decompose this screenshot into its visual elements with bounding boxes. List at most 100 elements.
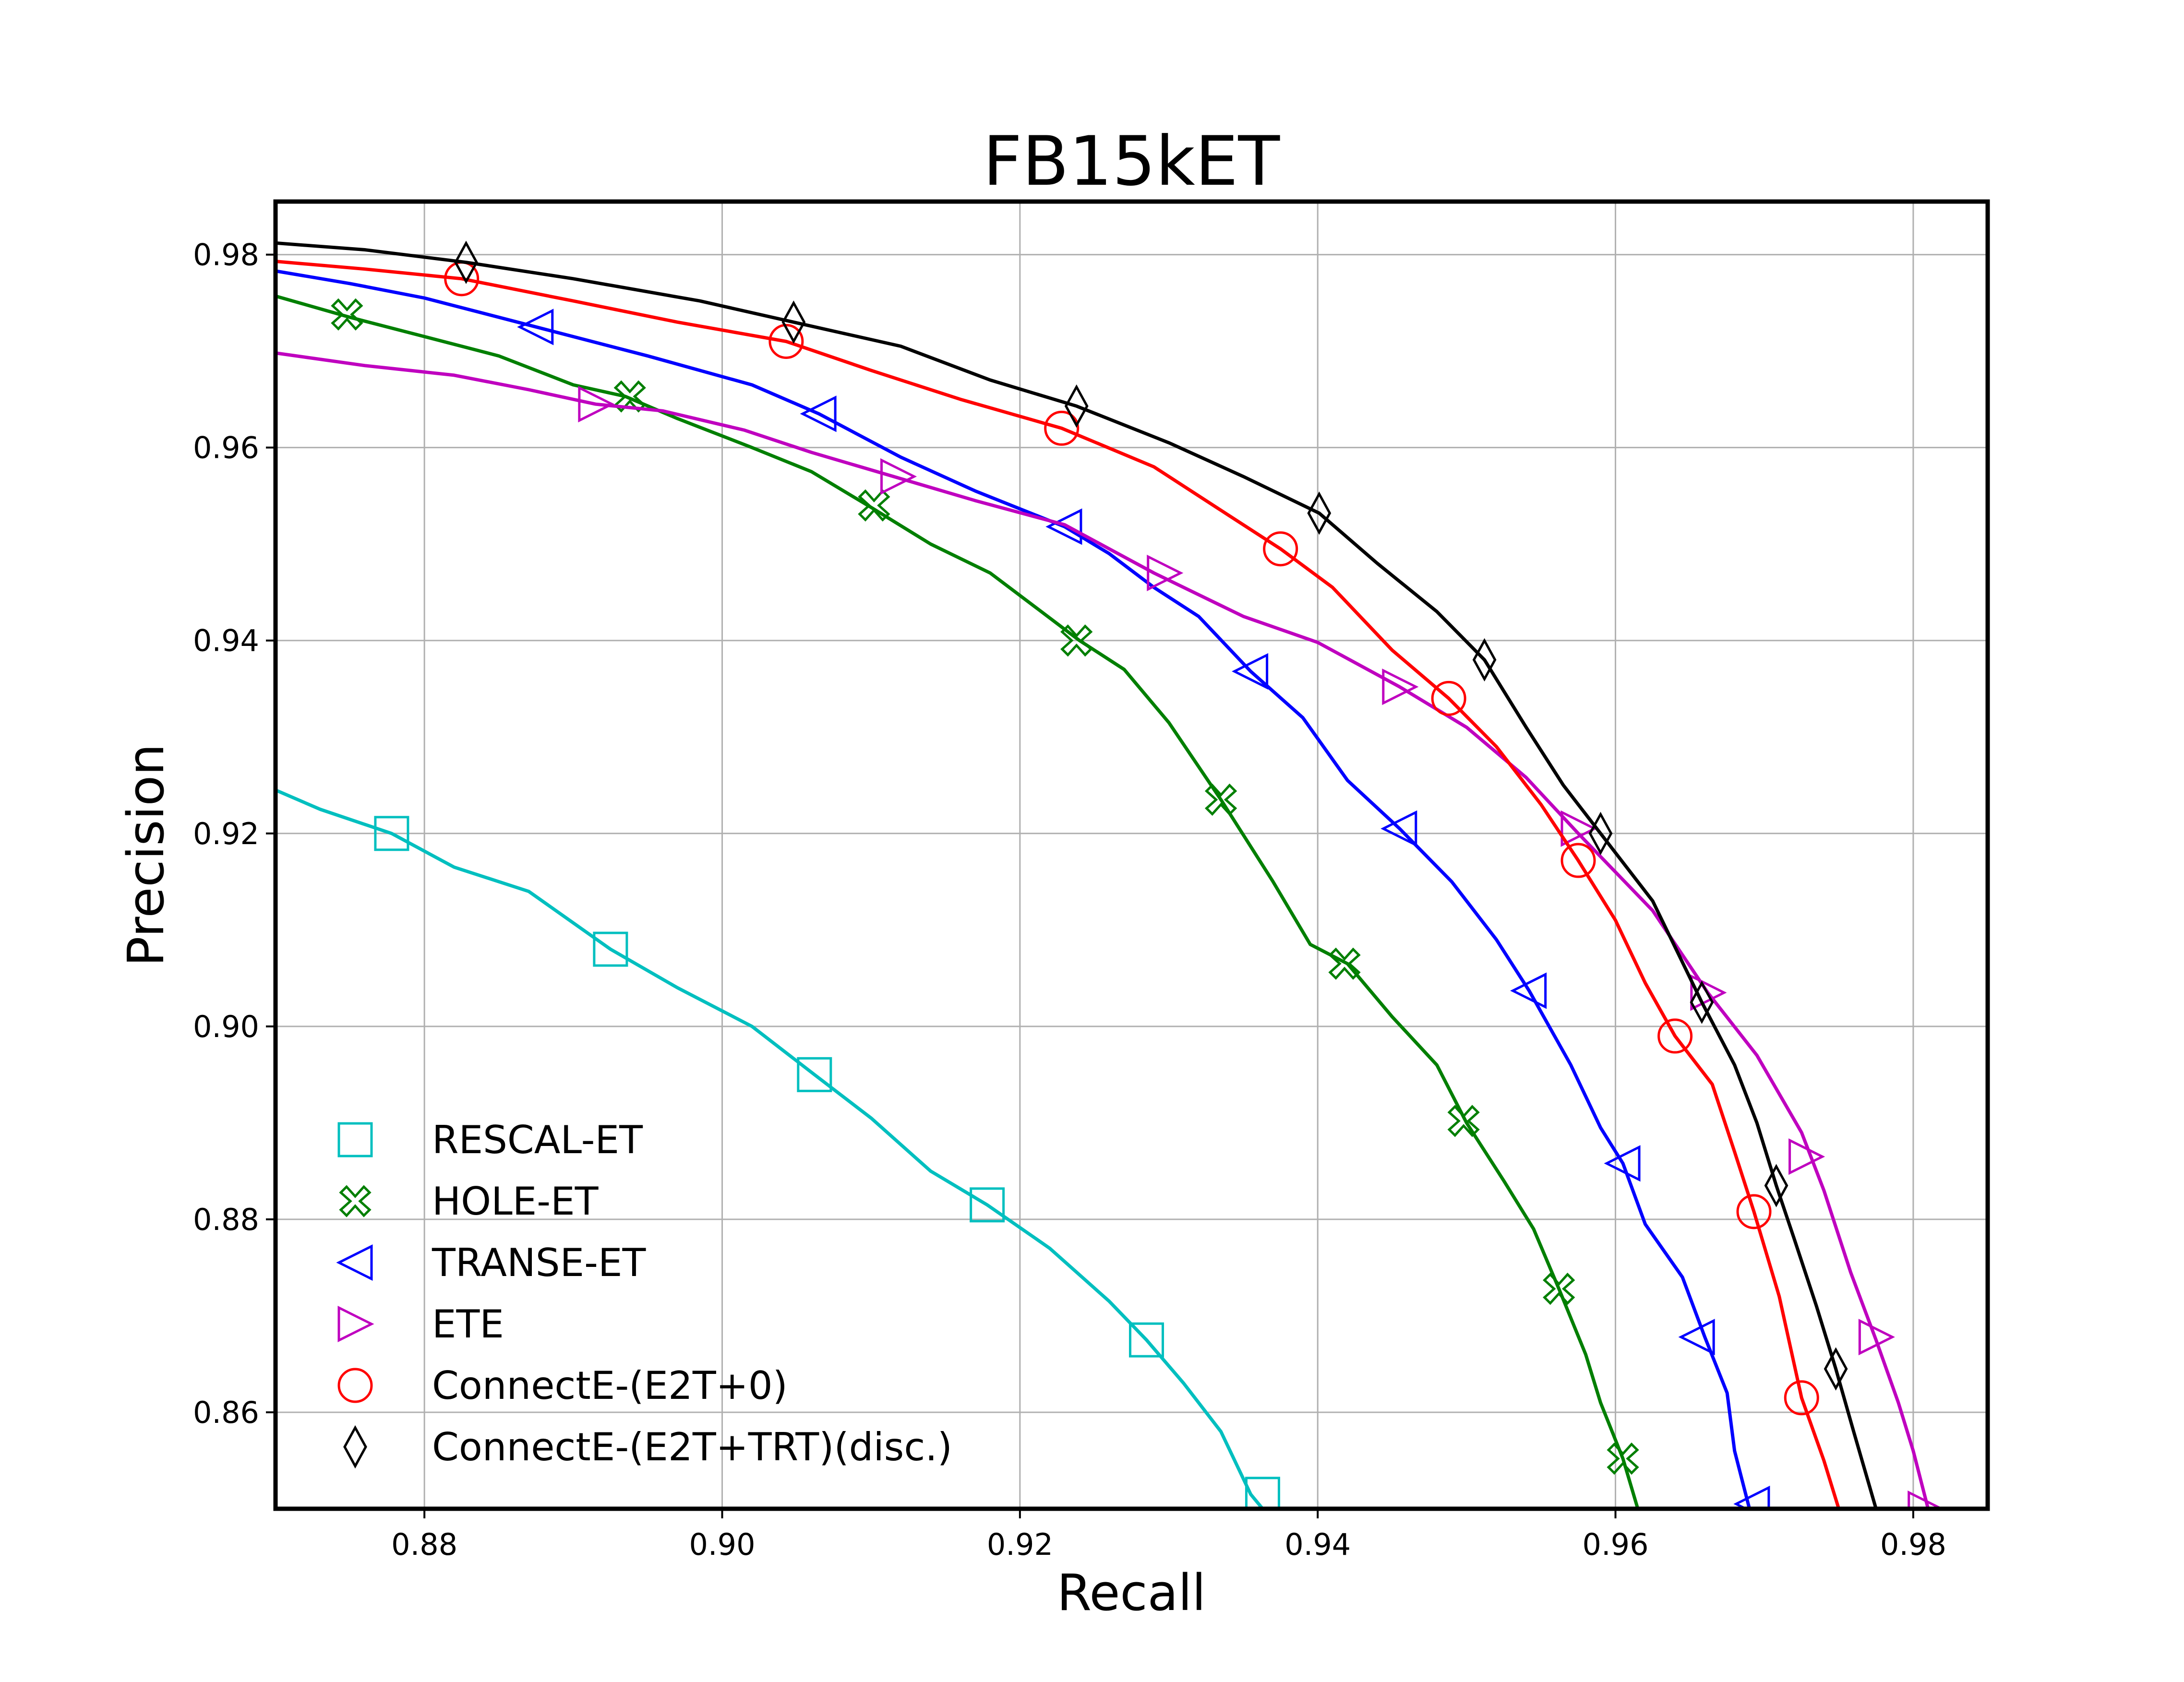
data-point-marker (1129, 1322, 1164, 1358)
legend-marker (339, 1185, 372, 1217)
data-point-marker (1382, 668, 1419, 705)
y-axis-label: Precision (117, 744, 175, 966)
legend-label: TRANSE-ET (432, 1241, 647, 1285)
data-point-marker (1510, 972, 1547, 1009)
data-point-marker (1678, 1319, 1715, 1356)
data-point-marker (1147, 554, 1184, 592)
legend-item: ConnectE-(E2T+TRT)(disc.) (343, 1425, 952, 1469)
series-line (276, 260, 1841, 1509)
series-line (276, 294, 1640, 1509)
plot-frame (273, 199, 1990, 1511)
x-tick-label: 0.90 (689, 1527, 755, 1562)
x-tick-label: 0.96 (1583, 1527, 1649, 1562)
data-point-marker (1604, 1145, 1641, 1182)
data-point-marker (1560, 843, 1596, 878)
x-tick-label: 0.94 (1284, 1527, 1351, 1562)
data-point-marker (593, 931, 628, 967)
data-point-marker (1733, 1485, 1770, 1509)
data-point-marker (1245, 1477, 1280, 1509)
data-point-marker (578, 386, 615, 423)
legend-marker (336, 1244, 373, 1281)
x-tick-label: 0.92 (987, 1527, 1053, 1562)
data-point-marker (1232, 653, 1269, 690)
data-point-marker (1657, 1018, 1693, 1054)
series-ConnectE-(E2T+TRT)(disc.) (276, 240, 1878, 1509)
data-point-marker (1064, 384, 1089, 428)
legend-item: RESCAL-ET (337, 1118, 643, 1162)
data-point-marker (1472, 638, 1497, 682)
x-tick-label: 0.88 (391, 1527, 457, 1562)
series-TRANSE-ET (276, 269, 1770, 1509)
data-point-marker (880, 458, 917, 495)
series-ETE (276, 351, 1944, 1509)
data-point-marker (331, 298, 363, 331)
data-point-marker (1307, 491, 1332, 535)
legend: RESCAL-ET HOLE-ET TRANSE-ET ETE ConnectE-(E2… (336, 1118, 952, 1469)
data-point-marker (1044, 410, 1080, 446)
series-line (276, 269, 1752, 1509)
series-line (276, 788, 1264, 1509)
data-point-marker (1824, 1347, 1848, 1391)
data-point-marker (517, 309, 554, 346)
series-layer (276, 240, 1944, 1509)
legend-marker (337, 1305, 374, 1343)
data-point-marker (1560, 810, 1597, 847)
legend-label: HOLE-ET (432, 1179, 599, 1224)
data-point-marker (1045, 508, 1082, 545)
series-line (276, 241, 1878, 1509)
data-point-marker (1858, 1319, 1895, 1356)
data-point-marker (1764, 1164, 1788, 1207)
y-tick-label: 0.90 (193, 1009, 259, 1044)
data-point-marker (1263, 531, 1298, 567)
legend-label: ETE (432, 1302, 504, 1347)
y-tick-label: 0.86 (193, 1395, 259, 1430)
data-point-marker (1447, 1105, 1480, 1137)
data-point-marker (797, 1057, 832, 1092)
data-point-marker (970, 1187, 1005, 1223)
data-point-marker (800, 395, 837, 432)
legend-item: ConnectE-(E2T+0) (337, 1363, 788, 1408)
legend-label: ConnectE-(E2T+TRT)(disc.) (432, 1425, 952, 1469)
data-point-marker (781, 300, 806, 344)
x-axis-label: Recall (1057, 1563, 1206, 1622)
series-line (276, 351, 1930, 1509)
legend-item: TRANSE-ET (336, 1241, 647, 1285)
legend-marker (337, 1122, 373, 1157)
legend-label: RESCAL-ET (432, 1118, 643, 1162)
chart-title: FB15kET (983, 122, 1281, 201)
series-ConnectE-(E2T+0) (276, 260, 1841, 1509)
data-point-marker (1736, 1194, 1772, 1229)
data-point-marker (1588, 811, 1613, 855)
y-tick-label: 0.92 (193, 816, 259, 851)
data-point-marker (1690, 980, 1714, 1024)
data-point-marker (1328, 947, 1361, 980)
data-point-marker (374, 816, 409, 851)
legend-item: ETE (337, 1302, 504, 1347)
data-point-marker (1380, 810, 1417, 847)
legend-label: ConnectE-(E2T+0) (432, 1363, 788, 1408)
y-tick-label: 0.88 (193, 1202, 259, 1237)
data-point-marker (1784, 1380, 1819, 1416)
data-point-marker (1607, 1442, 1639, 1475)
y-tick-label: 0.98 (193, 238, 259, 273)
y-tick-label: 0.96 (193, 430, 259, 465)
data-point-marker (1690, 974, 1727, 1011)
data-point-marker (454, 240, 478, 284)
series-RESCAL-ET (276, 788, 1280, 1509)
y-tick-label: 0.94 (193, 623, 259, 658)
ticks: 0.88 0.90 0.92 0.94 0.96 0.98 0.86 0.88 0.90 0.92… (193, 238, 1946, 1562)
legend-item: HOLE-ET (339, 1179, 599, 1224)
data-point-marker (768, 323, 804, 359)
data-point-marker (1543, 1273, 1575, 1305)
data-point-marker (858, 489, 890, 522)
legend-marker (337, 1368, 373, 1403)
data-point-marker (1908, 1490, 1944, 1509)
data-point-marker (1788, 1138, 1825, 1175)
x-tick-label: 0.98 (1880, 1527, 1946, 1562)
data-point-marker (1204, 783, 1237, 816)
data-point-marker (1431, 680, 1466, 716)
legend-marker (343, 1425, 367, 1469)
